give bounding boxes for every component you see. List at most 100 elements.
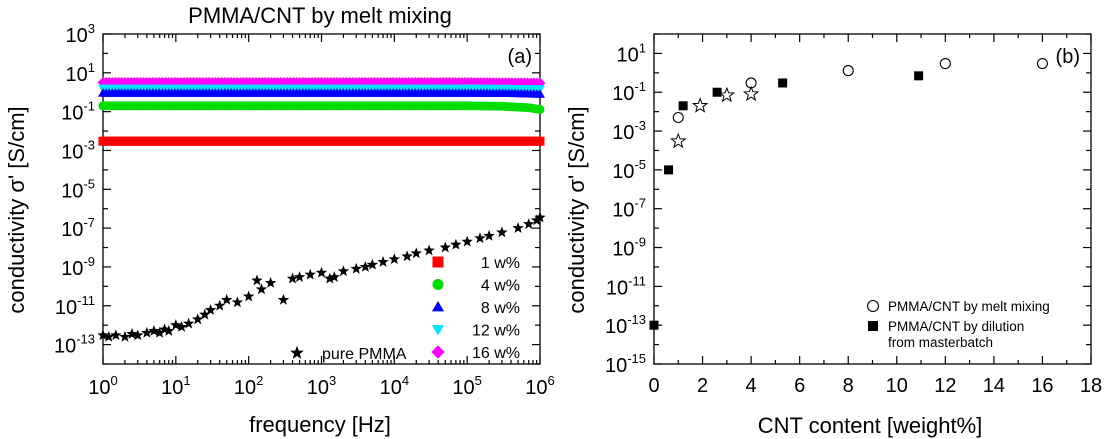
panel-b-x-tick-label: 12 — [934, 375, 956, 397]
panel-b-data-point — [691, 97, 709, 113]
panel-b-data-point — [672, 111, 684, 124]
panel-b-data-point — [742, 85, 760, 102]
panel-a-data-point — [523, 218, 535, 230]
panel-a-data-point — [293, 271, 306, 282]
panel-b-data-point — [664, 165, 674, 175]
panel-a-y-tick-label: 10-7 — [61, 215, 95, 241]
panel-a-x-tick-label: 103 — [307, 373, 336, 399]
panel-a-data-point — [255, 283, 268, 295]
panel-a-data-point — [242, 290, 255, 302]
panel-a-x-tick-label: 102 — [234, 373, 263, 399]
panel-a-data-point — [534, 77, 546, 89]
panel-a-legend-marker — [290, 345, 304, 359]
panel-a-data-point — [439, 241, 451, 253]
panel-a-legend-marker — [432, 256, 444, 268]
panel-a-data-point — [199, 308, 211, 320]
panel-a-data-point — [110, 329, 122, 341]
panel-a-x-tick-label: 101 — [161, 373, 190, 399]
panel-b-y-tick-label: 10-13 — [605, 312, 646, 338]
panel-b-legend-marker — [866, 299, 880, 313]
panel-a-legend-label: 1 w% — [481, 255, 520, 272]
panel-b-x-tick-label: 14 — [983, 375, 1005, 397]
panel-a-y-tick-label: 103 — [66, 21, 95, 47]
panel-b-y-tick-label: 10-11 — [606, 273, 646, 299]
panel-b-series-1 — [649, 71, 924, 330]
panel-a-data-point — [324, 272, 336, 284]
panel-a-panel-label: (a) — [508, 46, 532, 68]
panel-a-x-tick-label: 100 — [88, 373, 117, 399]
panel-a-data-point — [315, 266, 328, 278]
panel-a-legend-marker — [431, 325, 445, 336]
panel-a-data-point — [204, 304, 217, 315]
panel-a-y-tick-label: 10-1 — [61, 99, 95, 125]
panel-a-y-tick-label: 10-11 — [55, 293, 95, 319]
panel-a-legend-marker — [431, 300, 445, 312]
panel-b-data-point — [914, 71, 924, 81]
panel-a-data-point — [148, 325, 160, 336]
panel-a-x-tick-label: 104 — [380, 373, 409, 399]
panel-b-data-point — [939, 58, 951, 70]
panel-a-data-point — [423, 244, 435, 256]
panel-b-y-tick-label: 10-15 — [605, 351, 646, 377]
panel-a-data-point — [496, 226, 508, 238]
panel-a-data-point — [366, 258, 379, 270]
panel-a-data-point — [530, 214, 543, 226]
panel-a-x-axis-label: frequency [Hz] — [249, 412, 391, 437]
panel-a-legend-marker — [432, 279, 444, 290]
panel-b-data-point — [1036, 58, 1048, 70]
panel-a-data-point — [231, 296, 244, 308]
panel-a-legend-label: pure PMMA — [322, 346, 407, 363]
panel-a-data-point — [535, 136, 545, 146]
panel-a-y-tick-label: 101 — [66, 60, 95, 86]
panel-a-data-point — [388, 253, 401, 265]
panel-a-data-point — [97, 329, 109, 341]
panel-a-series-pure-pmma — [97, 211, 546, 342]
panel-a-data-point — [182, 317, 195, 329]
panel-a-data-point — [119, 330, 131, 342]
panel-a-data-point — [359, 260, 372, 272]
panel-a-data-point — [534, 211, 546, 223]
panel-a-data-point — [264, 276, 277, 288]
panel-a-data-point — [474, 232, 486, 244]
panel-b-x-tick-label: 4 — [746, 375, 757, 397]
panel-a-data-point — [103, 330, 115, 342]
panel-b-y-tick-label: 10-3 — [612, 118, 646, 144]
panel-a-legend-label: 4 w% — [481, 278, 520, 295]
panel-a-y-axis-label: conductivity σ' [S/cm] — [4, 106, 29, 313]
panel-a-data-point — [126, 328, 138, 339]
panel-a-data-point — [251, 274, 263, 286]
panel-b-x-axis-label: CNT content [weight%] — [758, 413, 983, 438]
panel-a-legend: 1 w% 4 w% 8 w% 12 w% 16 w% pure PMMA — [290, 255, 520, 363]
panel-a-data-point — [461, 235, 473, 247]
panel-b-data-point — [778, 78, 788, 88]
panel-a-data-point — [483, 229, 495, 241]
panel-a-legend-label: 12 w% — [472, 323, 520, 340]
panel-b-x-tick-label: 10 — [886, 375, 908, 397]
panel-a-title: PMMA/CNT by melt mixing — [188, 3, 452, 28]
panel-b-x-tick-label: 2 — [697, 375, 708, 397]
panel-b: CNT content [weight%] conductivity σ' [S… — [564, 33, 1102, 438]
panel-b-data-point — [678, 101, 688, 111]
panel-b-data-point — [842, 65, 854, 77]
panel-a-data-point — [286, 272, 299, 284]
panel-a-data-point — [192, 313, 204, 325]
panel-a-data-point — [158, 323, 171, 335]
panel-b-data-point — [670, 132, 687, 149]
panel-a-x-tick-label: 105 — [452, 373, 481, 399]
panel-a-data-point — [304, 268, 316, 280]
panel-a-data-point — [132, 329, 144, 341]
panel-b-data-point — [649, 320, 659, 330]
panel-a-data-point — [337, 265, 350, 277]
panel-a-data-point — [535, 89, 545, 98]
panel-a-data-point — [213, 299, 226, 311]
panel-a-y-tick-label: 10-5 — [61, 176, 95, 202]
panel-b-data-point — [712, 87, 722, 97]
panel-b-legend-marker — [868, 321, 878, 331]
panel-a-data-point — [277, 293, 290, 305]
panel-a-data-point — [450, 238, 462, 250]
panel-a-series-0 — [98, 136, 545, 146]
panel-a-data-point — [221, 293, 233, 305]
panel-b-y-tick-label: 10-9 — [612, 235, 646, 261]
panel-b-y-tick-label: 101 — [617, 40, 646, 66]
panel-a-y-tick-label: 10-9 — [61, 254, 95, 280]
